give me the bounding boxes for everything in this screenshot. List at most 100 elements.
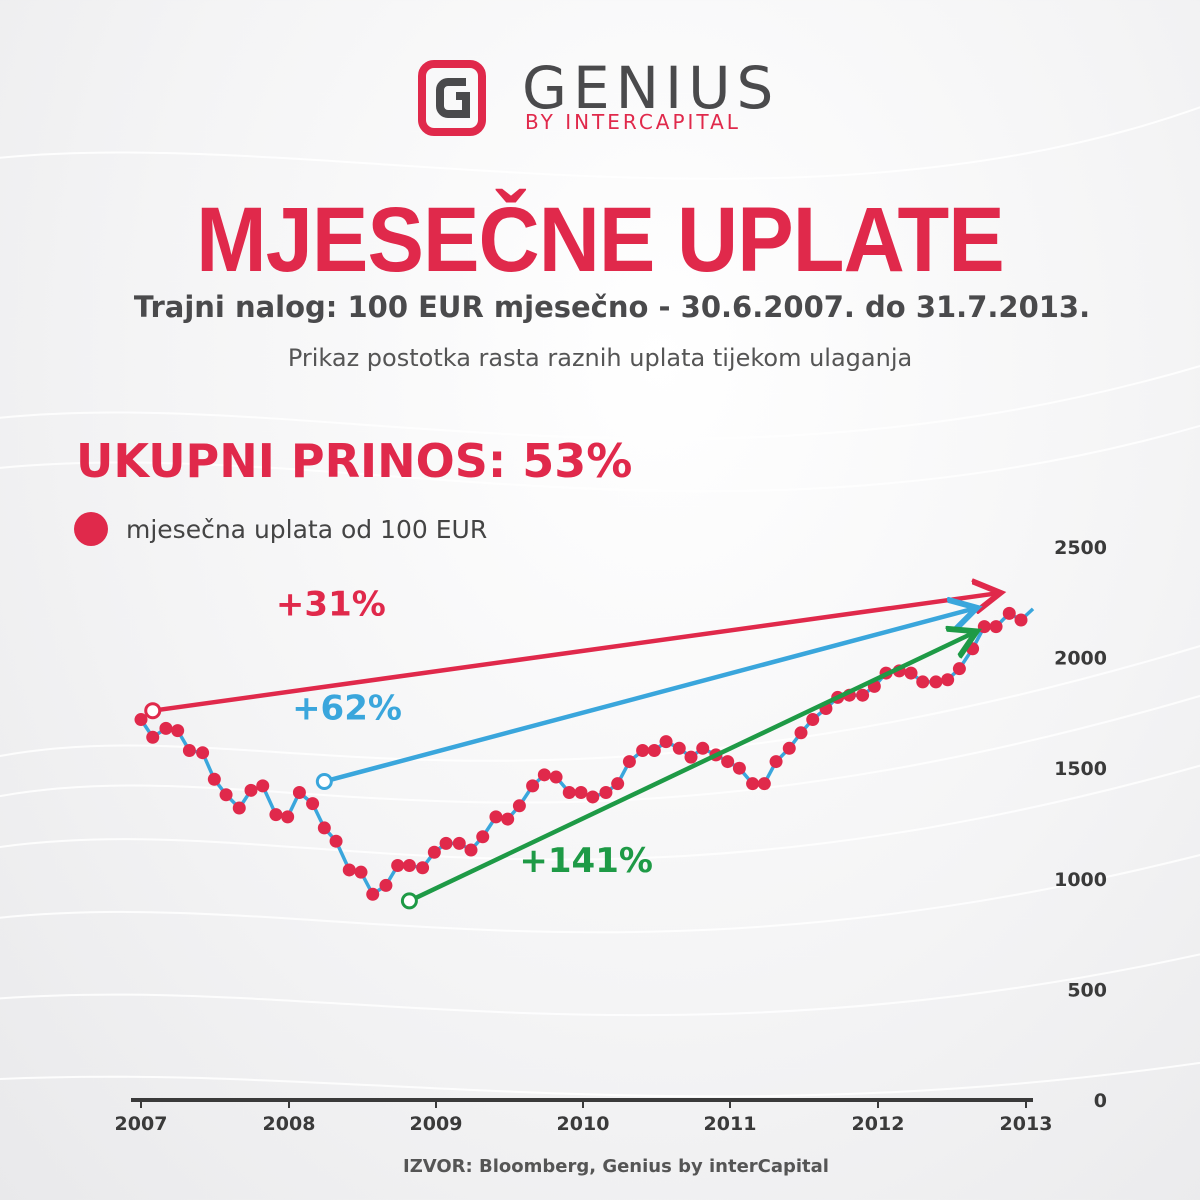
data-point xyxy=(721,755,735,769)
data-point xyxy=(856,688,870,702)
data-point xyxy=(769,755,783,769)
data-point xyxy=(966,642,980,656)
data-point xyxy=(439,836,453,850)
data-point xyxy=(146,730,160,744)
data-point xyxy=(391,859,405,873)
source-note: IZVOR: Bloomberg, Genius by interCapital xyxy=(403,1156,829,1177)
data-point xyxy=(1002,606,1016,620)
chart-legend: mjesečna uplata od 100 EUR xyxy=(74,512,487,546)
data-point xyxy=(526,779,540,793)
data-point xyxy=(207,772,221,786)
brand-subtitle: BY INTERCAPITAL xyxy=(525,110,741,134)
y-tick-label: 2000 xyxy=(1054,648,1107,670)
data-point xyxy=(659,735,673,749)
data-point xyxy=(342,863,356,877)
data-point xyxy=(379,878,393,892)
data-point xyxy=(952,662,966,676)
page-title: MJESEČNE UPLATE xyxy=(196,189,1005,291)
data-point xyxy=(746,777,760,791)
arrow-start-marker xyxy=(144,702,162,720)
x-tick-label: 2011 xyxy=(704,1113,757,1135)
arrow-start-marker xyxy=(400,892,418,910)
data-point xyxy=(256,779,270,793)
data-point xyxy=(794,726,808,740)
data-point xyxy=(549,770,563,784)
data-point xyxy=(696,741,710,755)
x-tick-label: 2007 xyxy=(115,1113,168,1135)
page-description: Prikaz postotka rasta raznih uplata tije… xyxy=(287,344,913,372)
data-point xyxy=(402,859,416,873)
data-point xyxy=(611,777,625,791)
data-point xyxy=(182,744,196,758)
growth-label: +62% xyxy=(292,689,402,729)
data-point xyxy=(904,666,918,680)
data-point xyxy=(782,741,796,755)
data-point xyxy=(501,812,515,826)
data-point xyxy=(757,777,771,791)
x-tick-label: 2010 xyxy=(557,1113,610,1135)
data-point xyxy=(732,761,746,775)
data-point xyxy=(929,675,943,689)
page-subtitle: Trajni nalog: 100 EUR mjesečno - 30.6.20… xyxy=(133,290,1091,324)
genius-logo-icon xyxy=(418,60,486,136)
data-point xyxy=(427,845,441,859)
data-point xyxy=(636,744,650,758)
data-point xyxy=(329,834,343,848)
data-point xyxy=(219,788,233,802)
data-point xyxy=(366,887,380,901)
data-point xyxy=(512,799,526,813)
data-point xyxy=(244,783,258,797)
data-point xyxy=(171,724,185,738)
data-point xyxy=(599,786,613,800)
data-point xyxy=(647,744,661,758)
data-point xyxy=(232,801,246,815)
y-tick-label: 1000 xyxy=(1054,869,1107,891)
data-point xyxy=(354,865,368,879)
data-point xyxy=(416,861,430,875)
data-point xyxy=(989,620,1003,634)
data-point xyxy=(1014,613,1028,627)
y-tick-label: 0 xyxy=(1094,1090,1107,1112)
data-point xyxy=(684,750,698,764)
x-tick-label: 2013 xyxy=(1000,1113,1053,1135)
data-point xyxy=(562,786,576,800)
data-point xyxy=(806,713,820,727)
data-point xyxy=(464,843,478,857)
data-point xyxy=(269,808,283,822)
legend-marker xyxy=(74,512,108,546)
data-point xyxy=(489,810,503,824)
x-tick-label: 2008 xyxy=(263,1113,316,1135)
growth-arrow xyxy=(323,609,972,784)
brand-name: GENIUS xyxy=(522,54,780,122)
arrow-start-marker xyxy=(315,772,333,790)
growth-label: +141% xyxy=(519,841,653,881)
legend-label: mjesečna uplata od 100 EUR xyxy=(126,514,488,544)
data-point xyxy=(574,786,588,800)
x-tick-label: 2009 xyxy=(410,1113,463,1135)
x-tick-label: 2012 xyxy=(852,1113,905,1135)
data-point xyxy=(134,713,148,727)
data-point xyxy=(586,790,600,804)
data-point xyxy=(537,768,551,782)
data-point xyxy=(452,836,466,850)
y-tick-label: 2500 xyxy=(1054,537,1107,559)
data-point xyxy=(672,741,686,755)
growth-label: +31% xyxy=(276,585,386,625)
data-point xyxy=(941,673,955,687)
total-return: UKUPNI PRINOS: 53% xyxy=(76,434,633,488)
data-point xyxy=(317,821,331,835)
data-point xyxy=(622,755,636,769)
data-point xyxy=(196,746,210,760)
growth-arrow xyxy=(152,593,996,713)
data-point xyxy=(977,620,991,634)
y-tick-label: 1500 xyxy=(1054,758,1107,780)
data-point xyxy=(476,830,490,844)
data-point xyxy=(292,786,306,800)
data-point xyxy=(159,721,173,735)
y-tick-label: 500 xyxy=(1067,979,1107,1001)
data-point xyxy=(916,675,930,689)
data-point xyxy=(306,797,320,811)
data-point xyxy=(281,810,295,824)
